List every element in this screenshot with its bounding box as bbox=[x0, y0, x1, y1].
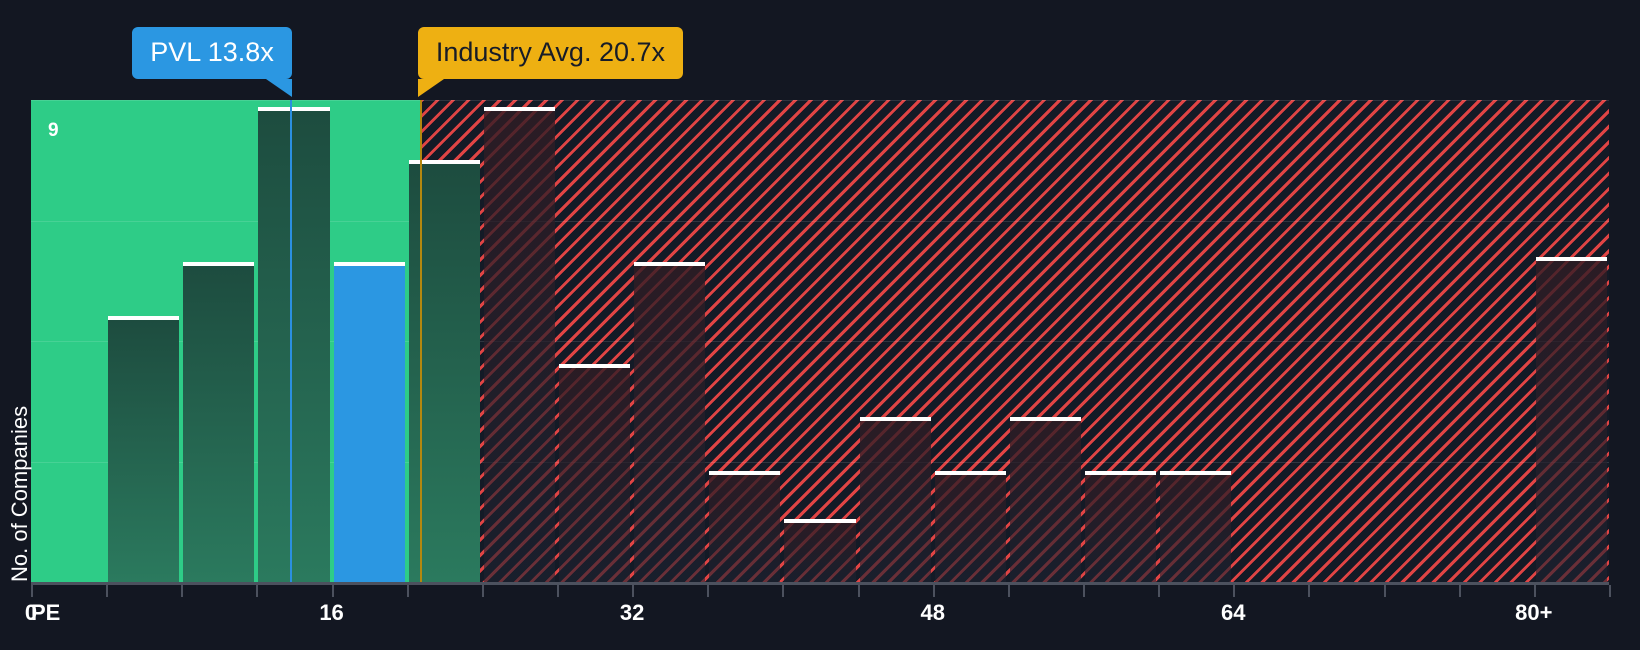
x-axis-tick bbox=[331, 585, 334, 597]
x-axis-line bbox=[31, 582, 1609, 585]
x-axis-tick bbox=[1458, 585, 1461, 597]
x-axis-tick bbox=[1007, 585, 1010, 597]
histogram-bar[interactable] bbox=[1085, 470, 1157, 582]
x-axis-tick bbox=[106, 585, 109, 597]
bar-cap bbox=[559, 363, 631, 368]
histogram-bar[interactable] bbox=[1160, 470, 1232, 582]
x-axis-tick bbox=[557, 585, 559, 597]
zone-above-average bbox=[419, 100, 1609, 582]
histogram-bar[interactable] bbox=[559, 363, 631, 582]
x-axis-tick bbox=[31, 585, 33, 597]
bar-cap bbox=[183, 262, 255, 267]
x-axis-tick bbox=[1083, 585, 1085, 597]
x-axis-tick bbox=[632, 585, 635, 597]
x-axis-tick bbox=[1158, 585, 1161, 597]
x-axis-tick-label: 48 bbox=[920, 600, 945, 625]
callout-tail bbox=[265, 79, 292, 97]
x-axis-tick-label: 64 bbox=[1221, 600, 1246, 625]
x-axis-tick bbox=[1383, 585, 1386, 597]
x-axis-tick bbox=[932, 585, 935, 597]
x-axis-tick-label: 0 bbox=[24, 600, 38, 625]
histogram-bar[interactable] bbox=[258, 106, 330, 582]
company-pe-callout-label: PVL 13.8x bbox=[150, 37, 274, 67]
bar-cap bbox=[709, 470, 781, 475]
x-axis-tick bbox=[1533, 585, 1536, 597]
x-axis-tick bbox=[707, 585, 710, 597]
bar-cap bbox=[634, 262, 706, 267]
histogram-bar[interactable] bbox=[333, 262, 405, 582]
company-pe-callout[interactable]: PVL 13.8x bbox=[132, 27, 292, 97]
industry-pe-callout-label: Industry Avg. 20.7x bbox=[435, 37, 666, 67]
x-axis-tick bbox=[1609, 585, 1611, 597]
y-axis-title: No. of Companies bbox=[7, 405, 32, 582]
histogram-bar[interactable] bbox=[183, 262, 255, 582]
x-axis-tick bbox=[481, 585, 484, 597]
bar-cap bbox=[1160, 470, 1232, 475]
callout-tail bbox=[417, 79, 444, 97]
industry-pe-callout[interactable]: Industry Avg. 20.7x bbox=[417, 27, 684, 97]
x-axis-tick-label: 32 bbox=[619, 600, 645, 625]
x-axis-tick bbox=[181, 585, 184, 597]
histogram-bar[interactable] bbox=[709, 470, 781, 582]
x-axis-tick bbox=[1308, 585, 1311, 597]
bar-cap bbox=[333, 262, 405, 267]
x-axis-tick bbox=[1233, 585, 1236, 597]
x-axis-tick bbox=[406, 585, 409, 597]
bar-cap bbox=[1535, 256, 1607, 261]
x-axis-tick bbox=[857, 585, 860, 597]
bar-cap bbox=[934, 470, 1006, 475]
histogram-bar[interactable] bbox=[634, 262, 706, 582]
histogram-bar[interactable] bbox=[784, 519, 856, 582]
bar-cap bbox=[408, 160, 480, 165]
bar-cap bbox=[483, 106, 555, 111]
bar-cap bbox=[859, 417, 931, 422]
histogram-bar[interactable] bbox=[108, 315, 180, 582]
histogram-bar[interactable] bbox=[483, 106, 555, 582]
x-axis-tick-label: 16 bbox=[319, 600, 344, 625]
bar-cap bbox=[1085, 470, 1157, 475]
x-axis-tick-label: 80+ bbox=[1515, 600, 1553, 625]
y-axis-max-label: 9 bbox=[48, 120, 59, 141]
plot-area bbox=[31, 100, 1609, 582]
bar-cap bbox=[108, 315, 180, 320]
bar-cap bbox=[1009, 417, 1081, 422]
bar-cap bbox=[258, 106, 330, 111]
x-axis-tick bbox=[782, 585, 785, 597]
histogram-bar[interactable] bbox=[859, 417, 931, 582]
histogram-bar[interactable] bbox=[934, 470, 1006, 582]
histogram-bar[interactable] bbox=[1535, 256, 1607, 582]
histogram-bar[interactable] bbox=[1009, 417, 1081, 582]
x-axis-tick bbox=[256, 585, 259, 597]
x-axis-prefix-label: PE bbox=[31, 600, 61, 625]
bar-cap bbox=[784, 519, 856, 524]
industry-pe-marker-line bbox=[419, 100, 422, 582]
company-pe-marker-line bbox=[290, 100, 293, 582]
